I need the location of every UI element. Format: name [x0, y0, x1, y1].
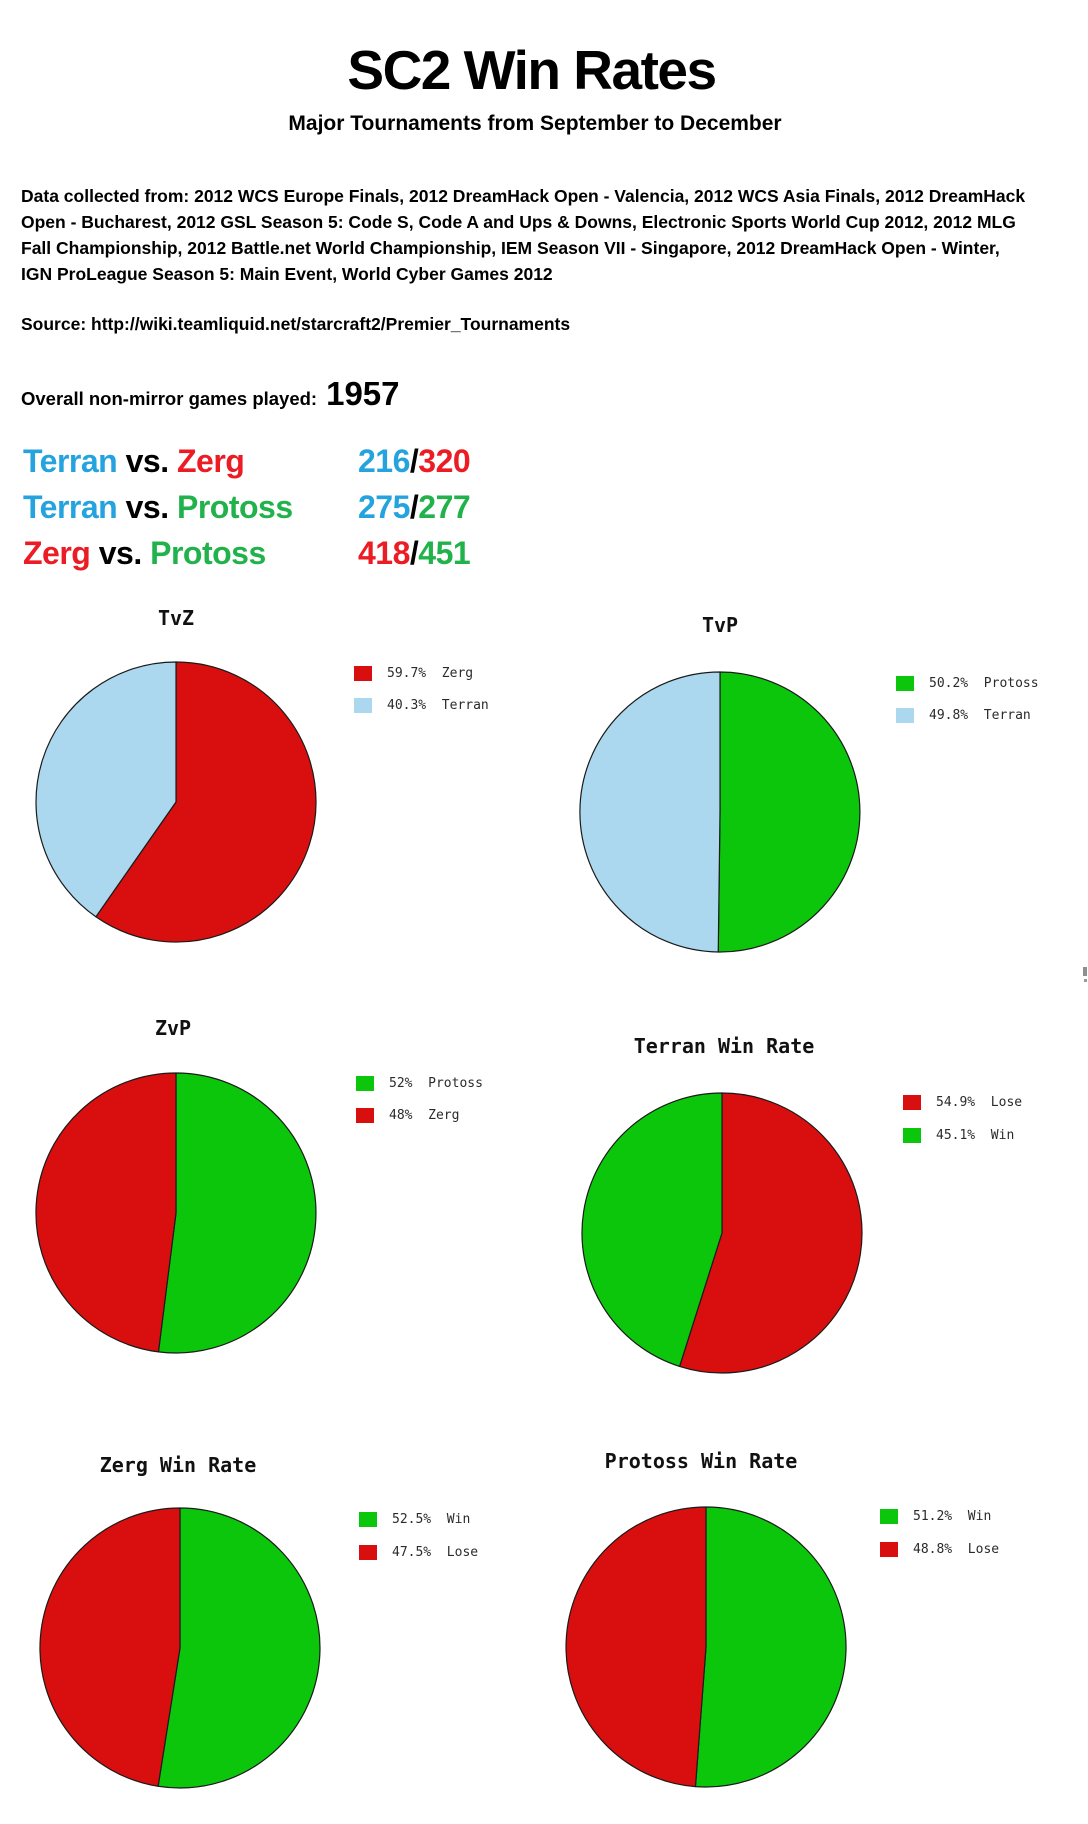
legend-label-win: 52.5% Win — [392, 1512, 471, 1527]
pie-slice-protoss — [717, 671, 861, 953]
page-subtitle: Major Tournaments from September to Dece… — [288, 112, 782, 135]
pie-slice-win — [581, 1092, 723, 1368]
legend-label-protoss: 52% Protoss — [389, 1076, 483, 1091]
matchup-row: Terran vs. Zerg 216/320 — [23, 438, 623, 484]
legend-swatch-lose — [359, 1545, 377, 1560]
legend-label-lose: 48.8% Lose — [913, 1542, 1000, 1557]
matchup-score: 418/451 — [358, 530, 471, 576]
pie-chart — [39, 1507, 321, 1789]
legend-label-terran: 49.8% Terran — [929, 708, 1031, 723]
pie-chart-title: Terran Win Rate — [633, 1034, 815, 1058]
pie-chart-title: Protoss Win Rate — [604, 1449, 798, 1473]
pie-slice-lose — [678, 1092, 863, 1374]
matchup-row: Zerg vs. Protoss 418/451 — [23, 530, 623, 576]
legend-swatch-terran — [354, 698, 372, 713]
matchup-score: 275/277 — [358, 484, 471, 530]
legend-label-lose: 54.9% Lose — [936, 1095, 1023, 1110]
pie-slice-lose — [39, 1507, 181, 1787]
matchup-race2-label: Zerg — [176, 443, 245, 479]
legend-label-terran: 40.3% Terran — [387, 698, 489, 713]
legend-swatch-terran — [896, 708, 914, 723]
legend-label-zerg: 48% Zerg — [389, 1108, 460, 1123]
matchup-score-race2: 451 — [418, 535, 471, 571]
matchup-race2-label: Protoss — [150, 535, 266, 571]
pie-chart — [581, 1092, 863, 1374]
data-sources-paragraph: Data collected from: 2012 WCS Europe Fin… — [21, 186, 1026, 284]
legend-swatch-protoss — [356, 1076, 374, 1091]
legend-swatch-lose — [880, 1542, 898, 1557]
pie-slice-terran — [579, 671, 721, 953]
pie-slice-terran — [35, 661, 177, 918]
pie-slice-zerg — [35, 1072, 177, 1353]
source-line: Source: http://wiki.teamliquid.net/starc… — [21, 314, 571, 334]
screen-edge-artifact — [1083, 967, 1087, 976]
matchup-score-race1: 418 — [358, 535, 410, 571]
legend-swatch-win — [359, 1512, 377, 1527]
legend-label-lose: 47.5% Lose — [392, 1545, 479, 1560]
pie-slice-protoss — [157, 1072, 317, 1354]
score-separator: / — [409, 535, 419, 571]
pie-chart — [579, 671, 861, 953]
pie-chart-title: ZvP — [154, 1016, 192, 1040]
pie-slice-win — [157, 1507, 321, 1789]
matchup-score-race2: 320 — [418, 443, 471, 479]
matchup-race1-label: Terran — [23, 489, 118, 525]
vs-label: vs. — [117, 489, 177, 525]
pie-chart — [565, 1506, 847, 1788]
pie-chart — [35, 661, 317, 943]
page-title: SC2 Win Rates — [347, 39, 717, 101]
matchup-score-race1: 216 — [358, 443, 410, 479]
overall-games-row: Overall non-mirror games played: 1957 — [21, 375, 400, 413]
pie-chart — [35, 1072, 317, 1354]
matchup-race1-label: Zerg — [23, 535, 91, 571]
pie-slice-win — [694, 1506, 847, 1788]
legend-swatch-zerg — [356, 1108, 374, 1123]
legend-swatch-win — [880, 1509, 898, 1524]
matchup-score-race2: 277 — [418, 489, 471, 525]
legend-label-zerg: 59.7% Zerg — [387, 666, 474, 681]
matchup-row: Terran vs. Protoss 275/277 — [23, 484, 623, 530]
pie-chart-title: TvZ — [157, 606, 195, 630]
overall-games-label: Overall non-mirror games played: — [21, 388, 318, 409]
pie-slice-lose — [565, 1506, 707, 1788]
legend-label-win: 51.2% Win — [913, 1509, 992, 1524]
legend-swatch-protoss — [896, 676, 914, 691]
vs-label: vs. — [90, 535, 151, 571]
legend-swatch-zerg — [354, 666, 372, 681]
pie-chart-title: Zerg Win Rate — [99, 1453, 257, 1477]
matchup-label: Terran vs. Protoss — [23, 489, 293, 525]
screen-edge-artifact — [1084, 979, 1087, 982]
matchup-label: Terran vs. Zerg — [23, 443, 245, 479]
legend-label-protoss: 50.2% Protoss — [929, 676, 1039, 691]
matchup-label: Zerg vs. Protoss — [23, 535, 266, 571]
overall-games-value: 1957 — [326, 375, 400, 412]
vs-label: vs. — [117, 443, 177, 479]
legend-label-win: 45.1% Win — [936, 1128, 1015, 1143]
legend-swatch-lose — [903, 1095, 921, 1110]
matchup-score-race1: 275 — [358, 489, 410, 525]
matchup-race2-label: Protoss — [176, 489, 293, 525]
score-separator: / — [409, 443, 419, 479]
score-separator: / — [409, 489, 419, 525]
matchup-score: 216/320 — [358, 438, 471, 484]
pie-slice-zerg — [95, 661, 317, 943]
matchup-race1-label: Terran — [23, 443, 118, 479]
legend-swatch-win — [903, 1128, 921, 1143]
pie-chart-title: TvP — [701, 613, 739, 637]
